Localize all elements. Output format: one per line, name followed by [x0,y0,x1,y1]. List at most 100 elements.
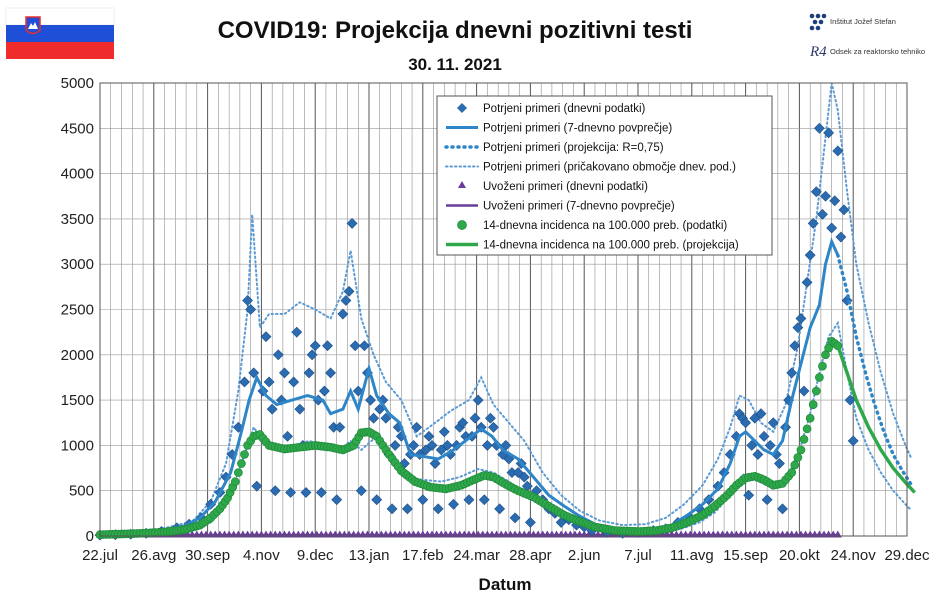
incidence-marker [796,445,806,455]
confirmed-daily-marker [343,285,355,297]
r4-logo: R4 [809,44,827,60]
confirmed-daily-marker [773,458,785,469]
y-tick-label: 5000 [61,75,94,92]
y-tick-label: 3500 [61,211,94,228]
confirmed-daily-marker [810,186,822,198]
chart-subtitle: 30. 11. 2021 [408,55,502,74]
y-tick-label: 1500 [61,392,94,409]
expected-band-line [99,82,913,535]
confirmed-daily-marker [820,190,831,202]
incidence-marker [787,468,797,477]
confirmed-daily-marker [331,494,343,506]
confirmed-daily-marker [300,487,312,498]
confirmed-daily-marker [272,349,284,361]
confirmed-daily-marker [282,430,293,442]
x-tick-label: 15.sep [723,547,768,564]
confirmed-daily-marker [518,471,530,483]
confirmed-daily-marker [260,331,272,343]
legend-label: Potrjeni primeri (pričakovano območje dn… [483,162,736,174]
incidence-marker [799,435,809,444]
y-tick-label: 3000 [61,256,94,273]
confirmed-daily-marker [423,430,435,442]
confirmed-daily-marker [804,249,816,261]
legend: Potrjeni primeri (dnevni podatki) Potrjen… [436,95,773,256]
confirmed-daily-marker [777,503,788,515]
confirmed-daily-marker [288,376,300,388]
confirmed-daily-marker [285,487,297,498]
confirmed-daily-marker [746,439,758,451]
confirmed-daily-marker [789,340,801,352]
legend-marker-circle [457,220,467,230]
confirmed-daily-marker [322,340,333,352]
confirmed-avg-line [99,237,840,536]
confirmed-daily-marker [512,467,524,479]
confirmed-daily-marker [749,412,761,424]
incidence-projection-line [836,345,916,494]
confirmed-daily-marker [358,340,370,352]
axes: 0 500 1000 1500 2000 2500 3000 3500 4000 4500 5000… [61,75,930,564]
x-tick-label: 29.dec [884,547,930,564]
y-tick-label: 1000 [61,437,94,454]
x-tick-label: 30.sep [185,547,230,564]
confirmed-daily-marker [509,512,521,524]
confirmed-daily-marker [823,127,835,139]
confirmed-daily-marker [355,485,367,497]
legend-label: 14-dnevna incidenca na 100.000 preb. (pr… [483,240,739,252]
confirmed-daily-marker [279,367,290,379]
confirmed-daily-marker [786,367,798,379]
confirmed-daily-marker [346,218,358,229]
confirmed-daily-marker [408,439,420,451]
confirmed-daily-marker [441,439,453,451]
chart-title: COVID19: Projekcija dnevni pozitivni tes… [218,17,693,44]
incidence-marker [808,400,818,409]
confirmed-daily-marker [411,421,423,433]
x-tick-label: 13.jan [349,547,390,564]
x-tick-label: 24.nov [831,547,877,564]
confirmed-daily-marker [417,494,429,506]
confirmed-daily-marker [740,417,752,429]
confirmed-daily-marker [239,376,250,388]
confirmed-daily-marker [334,421,346,433]
slovenia-flag [5,7,115,59]
incidence-marker [805,413,815,423]
legend-label: Potrjeni primeri (7-dnevno povprečje) [483,123,672,135]
ort-label: Odsek za reaktorsko tehniko [830,47,925,56]
incidence-marker [815,373,824,382]
confirmed-daily-marker [838,204,850,216]
confirmed-daily-marker [389,439,401,451]
confirmed-daily-marker [764,439,776,451]
confirmed-daily-marker [752,449,764,460]
confirmed-daily-marker [303,367,315,379]
confirmed-daily-marker [761,494,773,506]
series-layer [94,122,916,541]
confirmed-daily-marker [457,417,469,429]
y-tick-label: 4000 [61,166,94,183]
legend-marker-triangle [458,181,466,188]
x-tick-label: 28.apr [509,547,552,564]
confirmed-daily-marker [494,503,506,515]
x-tick-label: 7.jul [624,547,652,564]
confirmed-daily-marker [352,385,364,397]
x-tick-label: 22.jul [82,547,118,564]
confirmed-daily-marker [463,494,475,506]
y-tick-label: 2000 [61,347,94,364]
confirmed-daily-marker [792,322,804,334]
confirmed-daily-marker [438,426,450,438]
confirmed-daily-marker [472,394,484,406]
ijs-label: Inštitut Jožef Stefan [830,17,896,26]
x-tick-label: 17.feb [402,547,444,564]
confirmed-daily-marker [813,122,825,134]
confirmed-daily-marker [386,503,398,515]
confirmed-daily-marker [266,403,278,415]
confirmed-daily-marker [306,349,318,361]
legend-label: Uvoženi primeri (7-dnevno povprečje) [483,201,675,213]
confirmed-daily-marker [795,313,807,324]
plot-frame [99,82,908,537]
legend-label: Potrjeni primeri (dnevni podatki) [483,103,646,115]
confirmed-daily-marker [469,412,481,424]
confirmed-daily-marker [269,485,281,497]
incidence-marker [793,453,803,462]
confirmed-daily-marker [420,444,432,456]
confirmed-daily-marker [478,494,490,506]
